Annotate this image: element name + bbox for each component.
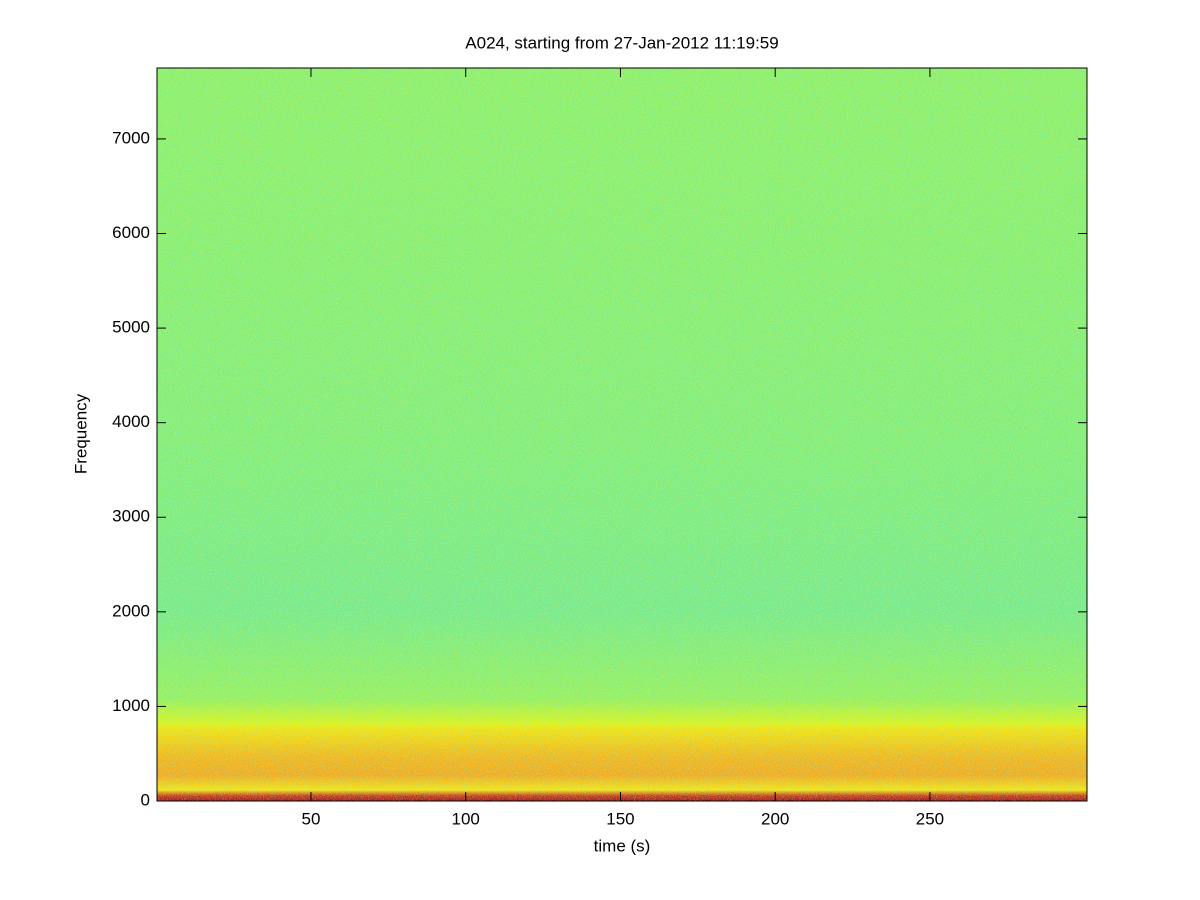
x-axis-label: time (s) (594, 836, 651, 855)
x-tick-label: 250 (916, 809, 944, 828)
x-tick-label: 100 (452, 809, 480, 828)
y-tick-label: 6000 (112, 223, 150, 242)
x-tick-label: 50 (302, 809, 321, 828)
y-tick-label: 7000 (112, 128, 150, 147)
y-tick-label: 2000 (112, 601, 150, 620)
plot-frame (156, 67, 1088, 802)
spectrogram-image (157, 68, 1087, 801)
y-tick-label: 1000 (112, 696, 150, 715)
y-tick-label: 5000 (112, 318, 150, 337)
x-tick-label: 200 (761, 809, 789, 828)
y-tick-label: 4000 (112, 412, 150, 431)
x-tick-label: 150 (606, 809, 634, 828)
y-tick-label: 3000 (112, 507, 150, 526)
y-tick-label: 0 (141, 790, 150, 809)
y-axis-label: Frequency (71, 393, 90, 474)
chart-title: A024, starting from 27-Jan-2012 11:19:59 (465, 33, 778, 52)
